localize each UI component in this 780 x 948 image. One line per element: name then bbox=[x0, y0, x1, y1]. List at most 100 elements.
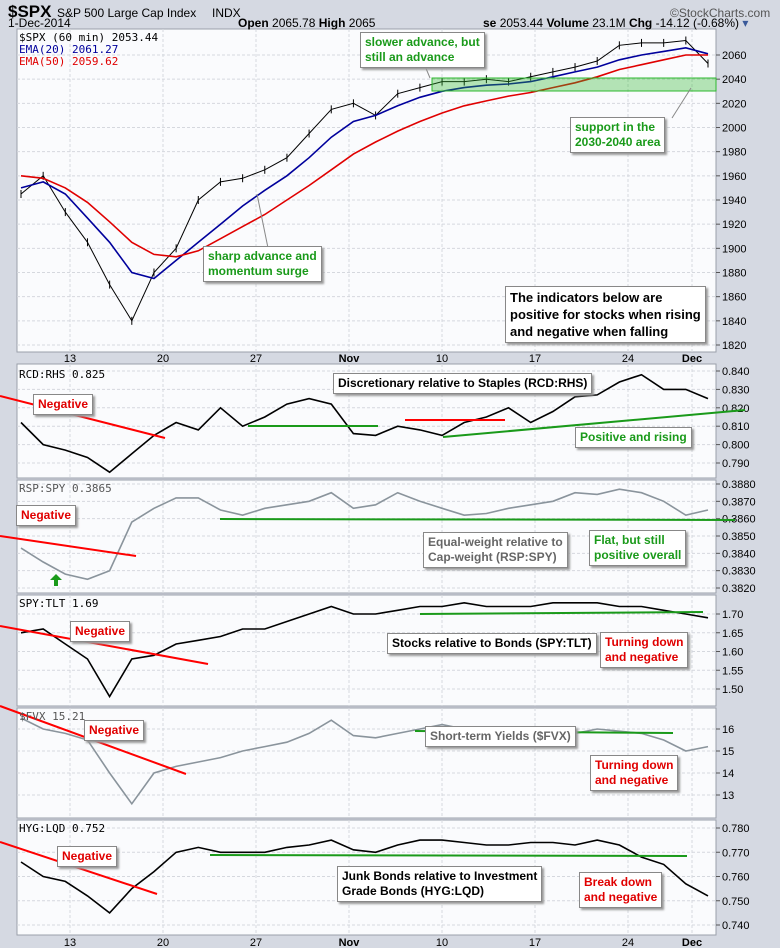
y-tick-label: 0.840 bbox=[722, 366, 750, 378]
y-tick-label: 0.800 bbox=[722, 440, 750, 452]
y-tick-label: 0.3830 bbox=[722, 566, 756, 578]
y-tick-label: 0.3850 bbox=[722, 531, 756, 543]
x-tick-label: Dec bbox=[682, 937, 702, 948]
note-indicators: The indicators below are positive for st… bbox=[505, 286, 706, 343]
note-hyg-title: Junk Bonds relative to Investment Grade … bbox=[337, 866, 543, 902]
x-tick-label: 10 bbox=[436, 353, 448, 365]
chg-value: -14.12 (-0.68%) bbox=[655, 16, 739, 30]
y-tick-label: 0.760 bbox=[722, 872, 750, 884]
trendline-red bbox=[0, 625, 209, 665]
volume-label: Volume bbox=[546, 16, 589, 30]
y-tick-label: 0.740 bbox=[722, 920, 750, 932]
close-value: 2053.44 bbox=[499, 16, 544, 30]
x-tick-label: Nov bbox=[339, 937, 361, 948]
y-tick-label: 1.65 bbox=[722, 628, 743, 640]
chg-label: Chg bbox=[628, 16, 653, 30]
support-zone bbox=[431, 77, 717, 92]
spx-series--spx bbox=[20, 39, 709, 322]
y-tick-label: 1.50 bbox=[722, 684, 743, 696]
high-label: High bbox=[318, 16, 346, 30]
x-tick-label: Nov bbox=[339, 353, 361, 365]
symbol: $SPX bbox=[8, 2, 52, 21]
note-support: support in the 2030-2040 area bbox=[570, 117, 666, 153]
y-tick-label: 1840 bbox=[722, 316, 746, 328]
rsp-spy-series-rsp-spy-0-3865 bbox=[20, 488, 709, 581]
y-tick-label: 0.790 bbox=[722, 458, 750, 470]
y-tick-label: 0.3870 bbox=[722, 496, 756, 508]
note-rsp-negative: Negative bbox=[16, 505, 77, 526]
credit: ©StockCharts.com bbox=[670, 6, 771, 20]
note-fvx-down: Turning down and negative bbox=[590, 755, 679, 791]
note-slower-advance: slower advance, but still an advance bbox=[360, 32, 485, 68]
open-label: Open bbox=[238, 16, 269, 30]
date: 1-Dec-2014 bbox=[8, 16, 71, 30]
note-rcd-positive: Positive and rising bbox=[575, 427, 692, 448]
trendline-green bbox=[219, 518, 736, 521]
volume-value: 23.1M bbox=[592, 16, 626, 30]
y-tick-label: 0.780 bbox=[722, 823, 750, 835]
y-tick-label: 1900 bbox=[722, 243, 746, 255]
trendline-red bbox=[0, 841, 158, 895]
x-tick-label: 17 bbox=[529, 353, 541, 365]
y-tick-label: 0.3860 bbox=[722, 514, 756, 526]
y-tick-label: 15 bbox=[722, 746, 734, 758]
y-tick-label: 2000 bbox=[722, 123, 746, 135]
y-tick-label: 16 bbox=[722, 724, 734, 736]
y-tick-label: 0.750 bbox=[722, 896, 750, 908]
high-value: 2065 bbox=[348, 16, 376, 30]
trendline-green bbox=[209, 854, 688, 857]
note-rsp-flat: Flat, but still positive overall bbox=[589, 530, 687, 566]
exchange: INDX bbox=[212, 6, 241, 20]
note-spy-negative: Negative bbox=[70, 621, 131, 642]
x-tick-label: 20 bbox=[157, 937, 169, 948]
note-sharp-advance: sharp advance and momentum surge bbox=[203, 246, 322, 282]
x-tick-label: 24 bbox=[622, 353, 634, 365]
y-tick-label: 2040 bbox=[722, 74, 746, 86]
x-tick-label: 24 bbox=[622, 937, 634, 948]
y-tick-label: 1.70 bbox=[722, 609, 743, 621]
note-fvx-negative: Negative bbox=[84, 720, 145, 741]
legend-ema20: EMA(20) 2061.27 bbox=[19, 43, 119, 56]
callout-pointer bbox=[256, 193, 269, 249]
fvx-series--fvx-15-21 bbox=[20, 717, 709, 806]
y-tick-label: 1960 bbox=[722, 171, 746, 183]
y-tick-label: 2060 bbox=[722, 50, 746, 62]
callout-pointer bbox=[671, 87, 692, 119]
y-tick-label: 1920 bbox=[722, 219, 746, 231]
legend-spx: $SPX (60 min) 2053.44 bbox=[19, 31, 159, 44]
note-hyg-negative: Negative bbox=[57, 846, 118, 867]
y-tick-label: 0.3880 bbox=[722, 479, 756, 491]
x-tick-label: 27 bbox=[250, 937, 262, 948]
y-tick-label: 0.3820 bbox=[722, 583, 756, 595]
y-tick-label: 0.810 bbox=[722, 421, 750, 433]
trendline-green bbox=[442, 409, 746, 438]
close-label: se bbox=[483, 16, 497, 30]
note-rsp-title: Equal-weight relative to Cap-weight (RSP… bbox=[423, 532, 568, 568]
hyg-lqd-series-hyg-lqd-0-752 bbox=[20, 839, 709, 914]
up-arrow-icon bbox=[50, 574, 62, 586]
y-tick-label: 0.770 bbox=[722, 847, 750, 859]
legend-rsp: RSP:SPY 0.3865 bbox=[19, 482, 112, 495]
open-value: 2065.78 bbox=[272, 16, 316, 30]
x-tick-label: Dec bbox=[682, 353, 702, 365]
note-rcd-negative: Negative bbox=[33, 394, 94, 415]
dropdown-icon[interactable]: ▾ bbox=[742, 16, 749, 30]
trend-lines bbox=[0, 65, 746, 895]
note-spy-down: Turning down and negative bbox=[600, 632, 689, 668]
spx-series-ema-20- bbox=[20, 46, 709, 280]
x-tick-label: 13 bbox=[64, 937, 76, 948]
legend-spytlt: SPY:TLT 1.69 bbox=[19, 597, 99, 610]
y-tick-label: 13 bbox=[722, 790, 734, 802]
y-tick-label: 1860 bbox=[722, 292, 746, 304]
note-fvx-title: Short-term Yields ($FVX) bbox=[425, 726, 576, 747]
x-tick-label: 27 bbox=[250, 353, 262, 365]
y-tick-label: 0.820 bbox=[722, 403, 750, 415]
trendline-green bbox=[419, 611, 704, 615]
rcd-rhs-series-rcd-rhs-0-825 bbox=[20, 373, 709, 474]
y-tick-label: 14 bbox=[722, 768, 734, 780]
note-rcd-title: Discretionary relative to Staples (RCD:R… bbox=[333, 373, 593, 394]
x-tick-label: 17 bbox=[529, 937, 541, 948]
trendline-red bbox=[0, 535, 137, 557]
y-tick-label: 2020 bbox=[722, 98, 746, 110]
